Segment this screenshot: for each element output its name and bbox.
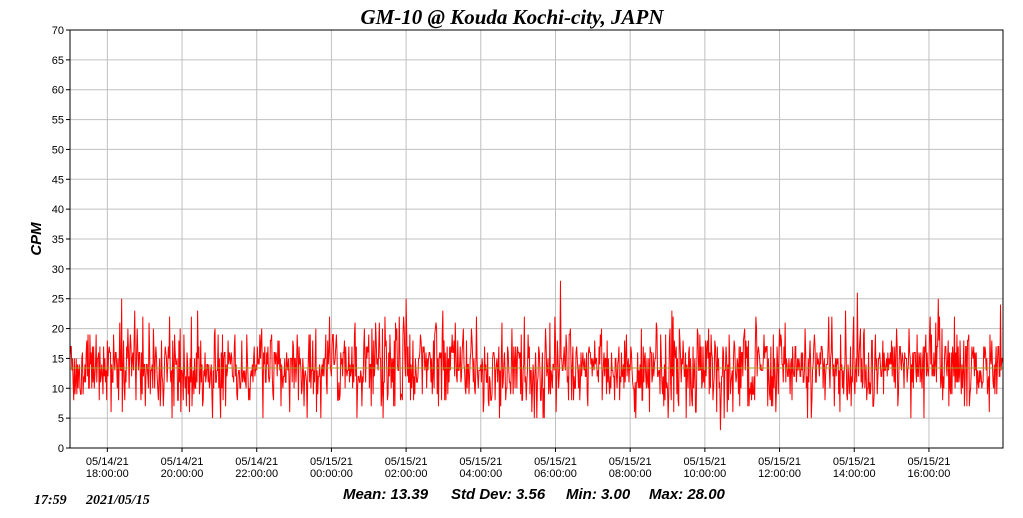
x-tick-time: 18:00:00 [86,468,129,480]
x-tick-date: 05/14/21 [86,456,129,468]
y-tick-label: 35 [52,234,64,246]
y-tick-label: 70 [52,25,64,37]
y-tick-label: 0 [58,443,64,455]
y-tick-label: 25 [52,294,64,306]
stat-min: Min: 3.00 [566,486,631,503]
stat-std-dev: Std Dev: 3.56 [451,486,546,503]
x-tick-date: 05/15/21 [833,456,876,468]
y-tick-label: 15 [52,353,64,365]
x-tick-date: 05/15/21 [310,456,353,468]
x-tick-time: 14:00:00 [833,468,876,480]
y-tick-label: 10 [52,383,64,395]
y-tick-label: 65 [52,55,64,67]
y-tick-label: 20 [52,324,64,336]
y-axis-label: CPM [28,222,45,256]
grid [70,29,1003,449]
y-tick-label: 40 [52,204,64,216]
x-tick-date: 05/15/21 [609,456,652,468]
stat-mean: Mean: 13.39 [343,486,429,503]
x-tick-date: 05/15/21 [459,456,502,468]
cpm-series-line [69,280,1004,431]
x-tick-time: 20:00:00 [161,468,204,480]
y-tick-label: 50 [52,144,64,156]
x-tick-time: 22:00:00 [235,468,278,480]
x-tick-date: 05/14/21 [235,456,278,468]
x-tick-time: 16:00:00 [908,468,951,480]
x-tick-time: 06:00:00 [534,468,577,480]
x-tick-time: 10:00:00 [683,468,726,480]
x-tick-date: 05/15/21 [683,456,726,468]
x-tick-date: 05/14/21 [161,456,204,468]
y-tick-label: 55 [52,115,64,127]
x-tick-date: 05/15/21 [908,456,951,468]
timestamp-date: 2021/05/15 [85,493,150,508]
y-tick-label: 60 [52,85,64,97]
x-tick-time: 12:00:00 [758,468,801,480]
series-layer [69,280,1004,431]
tick-labels: 051015202530354045505560657005/14/2118:0… [52,25,951,480]
x-tick-time: 08:00:00 [609,468,652,480]
timestamp-time: 17:59 [34,493,67,508]
stat-max: Max: 28.00 [649,486,726,503]
y-tick-label: 5 [58,413,64,425]
x-tick-date: 05/15/21 [385,456,428,468]
x-tick-date: 05/15/21 [758,456,801,468]
x-tick-time: 04:00:00 [459,468,502,480]
x-tick-date: 05/15/21 [534,456,577,468]
x-tick-time: 02:00:00 [385,468,428,480]
x-tick-time: 00:00:00 [310,468,353,480]
chart-title: GM-10 @ Kouda Kochi-city, JAPN [360,5,664,29]
y-tick-label: 30 [52,264,64,276]
y-tick-label: 45 [52,174,64,186]
